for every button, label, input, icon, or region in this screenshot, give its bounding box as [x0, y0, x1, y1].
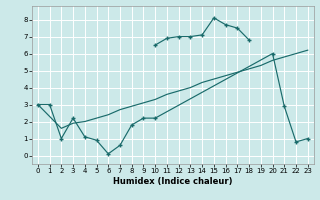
X-axis label: Humidex (Indice chaleur): Humidex (Indice chaleur) — [113, 177, 233, 186]
